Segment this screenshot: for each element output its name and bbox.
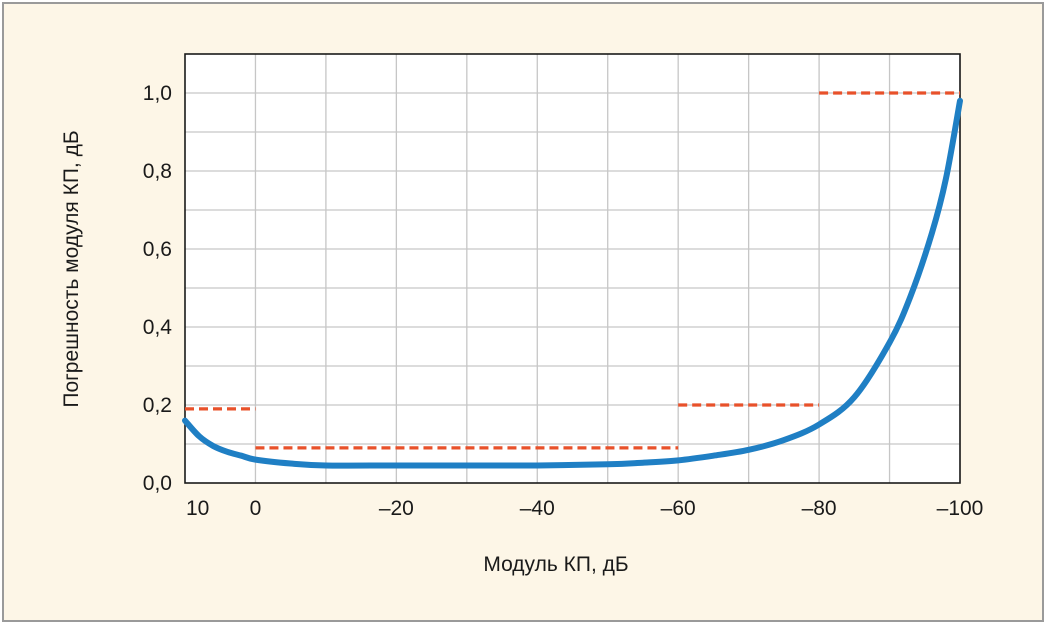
x-tick-label: –40 (520, 497, 555, 520)
y-tick-label: 0,2 (143, 394, 172, 417)
error-curve (182, 97, 963, 469)
x-tick-label: –100 (937, 497, 984, 520)
series-group (182, 91, 963, 469)
x-tick-labels: 10 0 –20 –40 –60 –80 –100 (186, 497, 983, 520)
x-tick-label: –60 (661, 497, 696, 520)
y-tick-label: 0,8 (143, 160, 172, 183)
plot-border (184, 53, 961, 484)
plot-area (185, 54, 960, 483)
y-axis-title: Погрешность модуля КП, дБ (60, 130, 83, 407)
x-tick-label: –80 (802, 497, 837, 520)
x-axis-title: Модуль КП, дБ (483, 553, 628, 576)
chart: 0,0 0,2 0,4 0,6 0,8 1,0 10 0 –20 –40 –60 –80 –100 М… (60, 53, 983, 576)
y-tick-label: 1,0 (143, 82, 172, 105)
x-tick-label: –20 (379, 497, 414, 520)
y-tick-label: 0,6 (143, 238, 172, 261)
x-tick-label: 10 (186, 497, 209, 520)
y-tick-labels: 0,0 0,2 0,4 0,6 0,8 1,0 (143, 82, 173, 495)
grid (184, 53, 961, 484)
y-tick-label: 0,4 (143, 316, 173, 339)
x-tick-label: 0 (250, 497, 262, 520)
y-tick-label: 0,0 (143, 472, 172, 495)
